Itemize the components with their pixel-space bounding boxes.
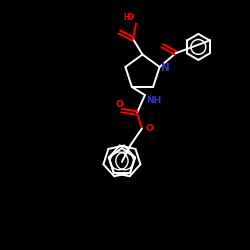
Text: HO: HO <box>124 12 134 22</box>
Text: N: N <box>161 63 170 73</box>
Text: O: O <box>146 124 154 133</box>
Text: O: O <box>115 100 123 109</box>
Text: NH: NH <box>146 96 161 105</box>
